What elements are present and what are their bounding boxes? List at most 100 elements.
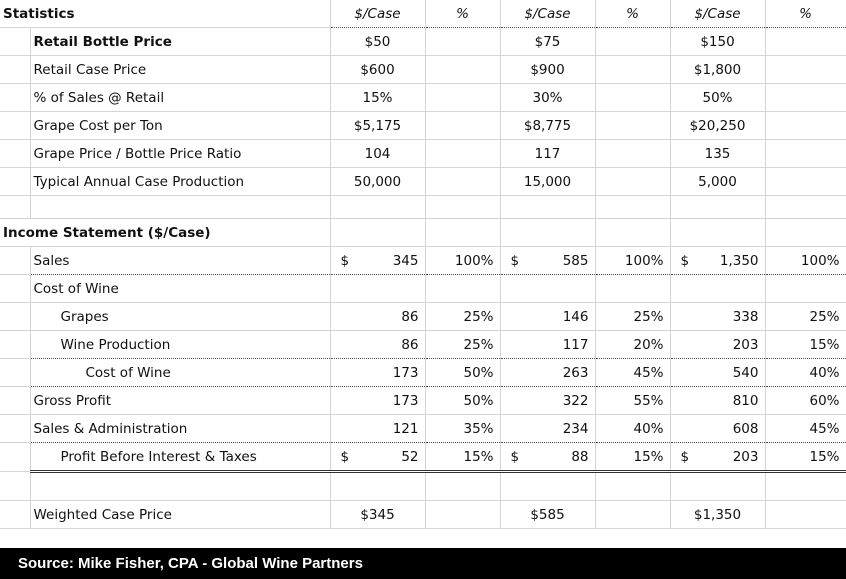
income-amount: $585 bbox=[500, 246, 596, 275]
currency-symbol: $ bbox=[340, 252, 350, 269]
income-percent: 45% bbox=[595, 358, 671, 387]
income-row-cost-of-wine-total: Cost of Wine 173 50% 263 45% 540 40% bbox=[0, 358, 846, 387]
stat-value: 50,000 bbox=[330, 167, 426, 196]
stat-row-retail-bottle-price: Retail Bottle Price $50 $75 $150 bbox=[0, 27, 846, 56]
stat-value: 135 bbox=[670, 139, 766, 168]
income-percent: 35% bbox=[425, 414, 501, 443]
currency-symbol: $ bbox=[680, 252, 690, 269]
income-amount: $52 bbox=[330, 442, 426, 473]
income-percent: 25% bbox=[425, 302, 501, 331]
stat-value: $1,800 bbox=[670, 55, 766, 84]
income-amount: 338 bbox=[670, 302, 766, 331]
income-percent: 60% bbox=[765, 386, 846, 415]
income-row-wine-production: Wine Production 86 25% 117 20% 203 15% bbox=[0, 330, 846, 359]
income-amount: $88 bbox=[500, 442, 596, 473]
col-header-dollar-case: $/Case bbox=[670, 0, 766, 28]
stat-label: Typical Annual Case Production bbox=[30, 167, 331, 196]
income-amount: 173 bbox=[330, 358, 426, 387]
stat-value: $75 bbox=[500, 27, 596, 56]
weighted-value: $1,350 bbox=[670, 500, 766, 529]
income-percent: 15% bbox=[595, 442, 671, 473]
income-percent: 15% bbox=[765, 330, 846, 359]
income-percent: 40% bbox=[765, 358, 846, 387]
col-header-dollar-case: $/Case bbox=[500, 0, 596, 28]
stat-value: $900 bbox=[500, 55, 596, 84]
stat-value: 117 bbox=[500, 139, 596, 168]
currency-symbol: $ bbox=[510, 448, 520, 465]
income-percent: 20% bbox=[595, 330, 671, 359]
col-header-percent: % bbox=[765, 0, 846, 28]
income-amount: 322 bbox=[500, 386, 596, 415]
income-row-gross-profit: Gross Profit 173 50% 322 55% 810 60% bbox=[0, 386, 846, 415]
col-header-percent: % bbox=[425, 0, 501, 28]
income-percent: 40% bbox=[595, 414, 671, 443]
col-header-percent: % bbox=[595, 0, 671, 28]
income-percent: 45% bbox=[765, 414, 846, 443]
income-amount: 173 bbox=[330, 386, 426, 415]
source-caption: Source: Mike Fisher, CPA - Global Wine P… bbox=[0, 548, 846, 579]
income-amount: 234 bbox=[500, 414, 596, 443]
income-amount: 146 bbox=[500, 302, 596, 331]
statistics-title: Statistics bbox=[0, 0, 331, 28]
weighted-case-price-row: Weighted Case Price $345 $585 $1,350 bbox=[0, 500, 846, 529]
stat-value: $150 bbox=[670, 27, 766, 56]
income-percent: 100% bbox=[765, 246, 846, 275]
income-amount: 86 bbox=[330, 302, 426, 331]
stat-value: 5,000 bbox=[670, 167, 766, 196]
income-label: Sales bbox=[30, 246, 331, 275]
stat-value: $5,175 bbox=[330, 111, 426, 140]
stat-row-grape-cost-per-ton: Grape Cost per Ton $5,175 $8,775 $20,250 bbox=[0, 111, 846, 140]
income-percent: 100% bbox=[595, 246, 671, 275]
income-amount: 86 bbox=[330, 330, 426, 359]
income-label: Gross Profit bbox=[30, 386, 331, 415]
weighted-value: $345 bbox=[330, 500, 426, 529]
blank-row bbox=[0, 195, 846, 219]
stat-value: 104 bbox=[330, 139, 426, 168]
income-percent: 25% bbox=[595, 302, 671, 331]
stat-value: $8,775 bbox=[500, 111, 596, 140]
income-statement-title: Income Statement ($/Case) bbox=[0, 218, 331, 247]
income-amount: 263 bbox=[500, 358, 596, 387]
stat-value: 30% bbox=[500, 83, 596, 112]
stat-label: % of Sales @ Retail bbox=[30, 83, 331, 112]
income-label: Profit Before Interest & Taxes bbox=[30, 442, 331, 473]
income-row-profit-before-interest-taxes: Profit Before Interest & Taxes $52 15% $… bbox=[0, 442, 846, 473]
income-statement-header-row: Income Statement ($/Case) bbox=[0, 218, 846, 247]
stat-row-grape-bottle-ratio: Grape Price / Bottle Price Ratio 104 117… bbox=[0, 139, 846, 168]
income-amount: 608 bbox=[670, 414, 766, 443]
income-percent: 15% bbox=[425, 442, 501, 473]
income-percent: 25% bbox=[425, 330, 501, 359]
currency-symbol: $ bbox=[340, 448, 350, 465]
stat-value: $600 bbox=[330, 55, 426, 84]
weighted-label: Weighted Case Price bbox=[30, 500, 331, 529]
income-amount: $345 bbox=[330, 246, 426, 275]
stat-label: Grape Cost per Ton bbox=[30, 111, 331, 140]
col-header-dollar-case: $/Case bbox=[330, 0, 426, 28]
income-percent: 50% bbox=[425, 358, 501, 387]
stat-value: 50% bbox=[670, 83, 766, 112]
income-amount: $1,350 bbox=[670, 246, 766, 275]
weighted-value: $585 bbox=[500, 500, 596, 529]
income-percent: 55% bbox=[595, 386, 671, 415]
income-percent: 100% bbox=[425, 246, 501, 275]
income-amount: $203 bbox=[670, 442, 766, 473]
income-label: Grapes bbox=[30, 302, 331, 331]
stat-label: Retail Bottle Price bbox=[30, 27, 331, 56]
stat-value: $50 bbox=[330, 27, 426, 56]
wine-economics-table: Statistics $/Case % $/Case % $/Case % Re… bbox=[0, 0, 846, 529]
stat-row-retail-case-price: Retail Case Price $600 $900 $1,800 bbox=[0, 55, 846, 84]
income-amount: 121 bbox=[330, 414, 426, 443]
income-amount: 540 bbox=[670, 358, 766, 387]
income-amount: 117 bbox=[500, 330, 596, 359]
income-percent: 15% bbox=[765, 442, 846, 473]
stat-value: 15,000 bbox=[500, 167, 596, 196]
statistics-header-row: Statistics $/Case % $/Case % $/Case % bbox=[0, 0, 846, 28]
income-amount: 810 bbox=[670, 386, 766, 415]
spreadsheet: Statistics $/Case % $/Case % $/Case % Re… bbox=[0, 0, 846, 548]
stat-value: 15% bbox=[330, 83, 426, 112]
income-amount: 203 bbox=[670, 330, 766, 359]
currency-symbol: $ bbox=[510, 252, 520, 269]
income-label: Cost of Wine bbox=[30, 274, 331, 303]
stat-row-annual-case-production: Typical Annual Case Production 50,000 15… bbox=[0, 167, 846, 196]
income-row-grapes: Grapes 86 25% 146 25% 338 25% bbox=[0, 302, 846, 331]
